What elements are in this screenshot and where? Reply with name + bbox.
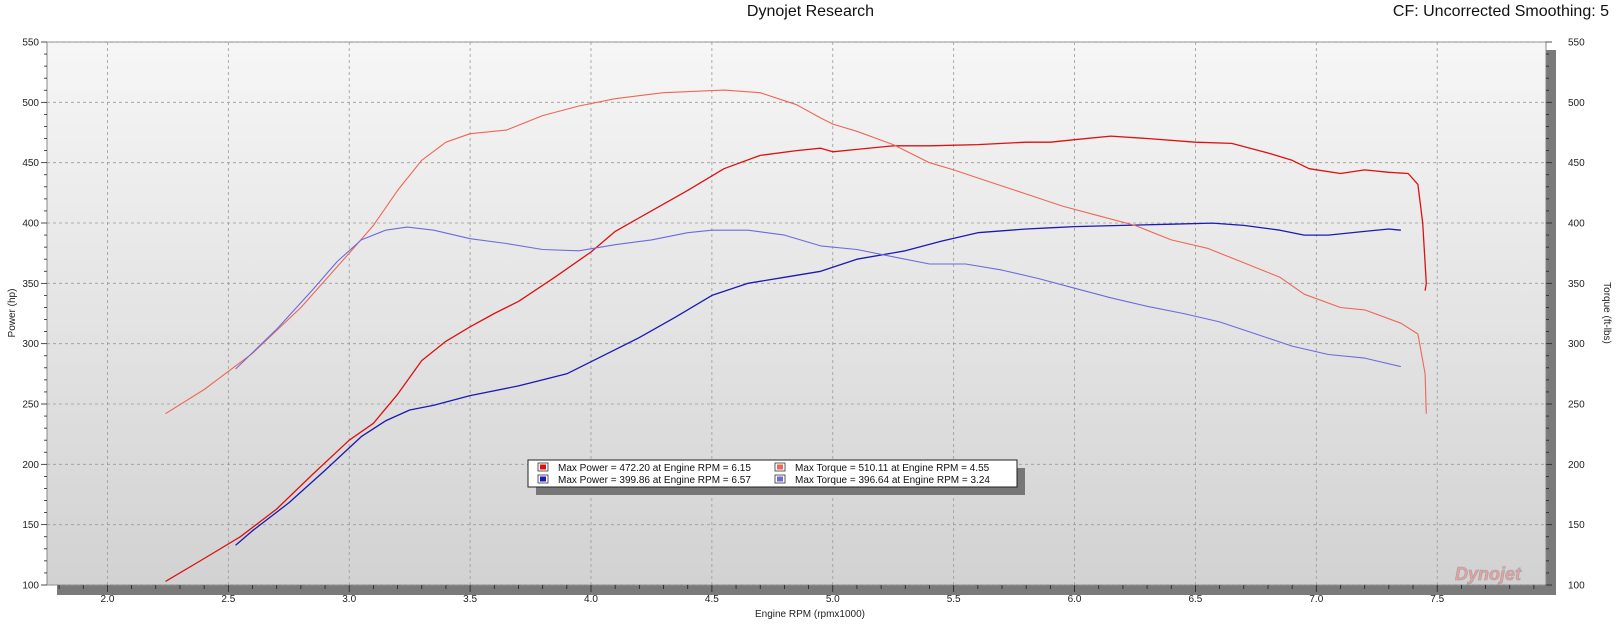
legend-swatch <box>540 476 546 482</box>
plot-area <box>46 41 1547 586</box>
y-right-tick-label: 400 <box>1568 219 1585 230</box>
legend-box <box>527 459 1018 488</box>
y-right-tick-label: 100 <box>1568 581 1585 592</box>
y-axis-left-ticks: 550 500 450 400 350 300 250 200 150 100 <box>22 38 47 592</box>
legend-swatch <box>540 464 546 470</box>
series-line-2 <box>165 89 1427 415</box>
y-left-tick-label: 350 <box>22 279 39 290</box>
y-left-tick-label: 400 <box>22 219 39 230</box>
y-axis-right-ticks: 550 500 450 400 350 300 250 200 150 100 <box>1546 38 1585 592</box>
y-right-tick-label: 350 <box>1568 279 1585 290</box>
x-tick-label: 6.0 <box>1068 594 1082 605</box>
legend-entry: Max Torque = 510.11 at Engine RPM = 4.55 <box>795 463 990 474</box>
y-left-tick-label: 250 <box>22 400 39 411</box>
y-right-tick-label: 150 <box>1568 520 1585 531</box>
y-axis-right-label: Torque (ft-lbs) <box>1601 282 1612 344</box>
chart-title: Dynojet Research <box>746 3 875 20</box>
y-left-tick-label: 500 <box>22 98 39 109</box>
legend-swatch <box>777 476 783 482</box>
series-line-3 <box>235 226 1402 370</box>
y-right-tick-label: 450 <box>1568 158 1585 169</box>
x-tick-label: 2.0 <box>100 594 114 605</box>
y-left-tick-label: 100 <box>22 581 39 592</box>
watermark-logo: Dynojet <box>1455 564 1522 584</box>
x-tick-label: 7.0 <box>1309 594 1323 605</box>
y-left-tick-label: 150 <box>22 520 39 531</box>
y-left-tick-label: 200 <box>22 460 39 471</box>
x-tick-label: 5.0 <box>826 594 840 605</box>
series-line-0 <box>165 135 1427 582</box>
x-tick-label: 2.5 <box>221 594 235 605</box>
x-tick-label: 7.5 <box>1430 594 1444 605</box>
x-tick-label: 4.0 <box>584 594 598 605</box>
series-lines <box>165 89 1427 582</box>
legend-entry: Max Power = 472.20 at Engine RPM = 6.15 <box>558 463 751 474</box>
series-line-1 <box>235 222 1401 546</box>
x-tick-label: 4.5 <box>705 594 719 605</box>
y-right-tick-label: 250 <box>1568 400 1585 411</box>
y-right-tick-label: 550 <box>1568 38 1585 49</box>
x-tick-label: 6.5 <box>1188 594 1202 605</box>
x-tick-label: 3.0 <box>342 594 356 605</box>
legend-entry: Max Torque = 396.64 at Engine RPM = 3.24 <box>795 475 990 486</box>
x-axis-ticks: 2.0 2.5 3.0 3.5 4.0 4.5 5.0 5.5 6.0 6.5 7.0 7.5 <box>58 585 1535 605</box>
y-left-tick-label: 300 <box>22 339 39 350</box>
x-axis-label: Engine RPM (rpmx1000) <box>755 609 865 620</box>
y-right-tick-label: 500 <box>1568 98 1585 109</box>
y-left-tick-label: 450 <box>22 158 39 169</box>
legend-entry: Max Power = 399.86 at Engine RPM = 6.57 <box>558 475 751 486</box>
y-right-tick-label: 300 <box>1568 339 1585 350</box>
y-right-tick-label: 200 <box>1568 460 1585 471</box>
y-left-tick-label: 550 <box>22 38 39 49</box>
x-tick-label: 5.5 <box>947 594 961 605</box>
legend: Max Power = 472.20 at Engine RPM = 6.15 M… <box>527 459 1025 495</box>
legend-swatch <box>777 464 783 470</box>
correction-info: CF: Uncorrected Smoothing: 5 <box>1392 3 1609 20</box>
x-tick-label: 3.5 <box>463 594 477 605</box>
y-axis-left-label: Power (hp) <box>7 289 18 338</box>
